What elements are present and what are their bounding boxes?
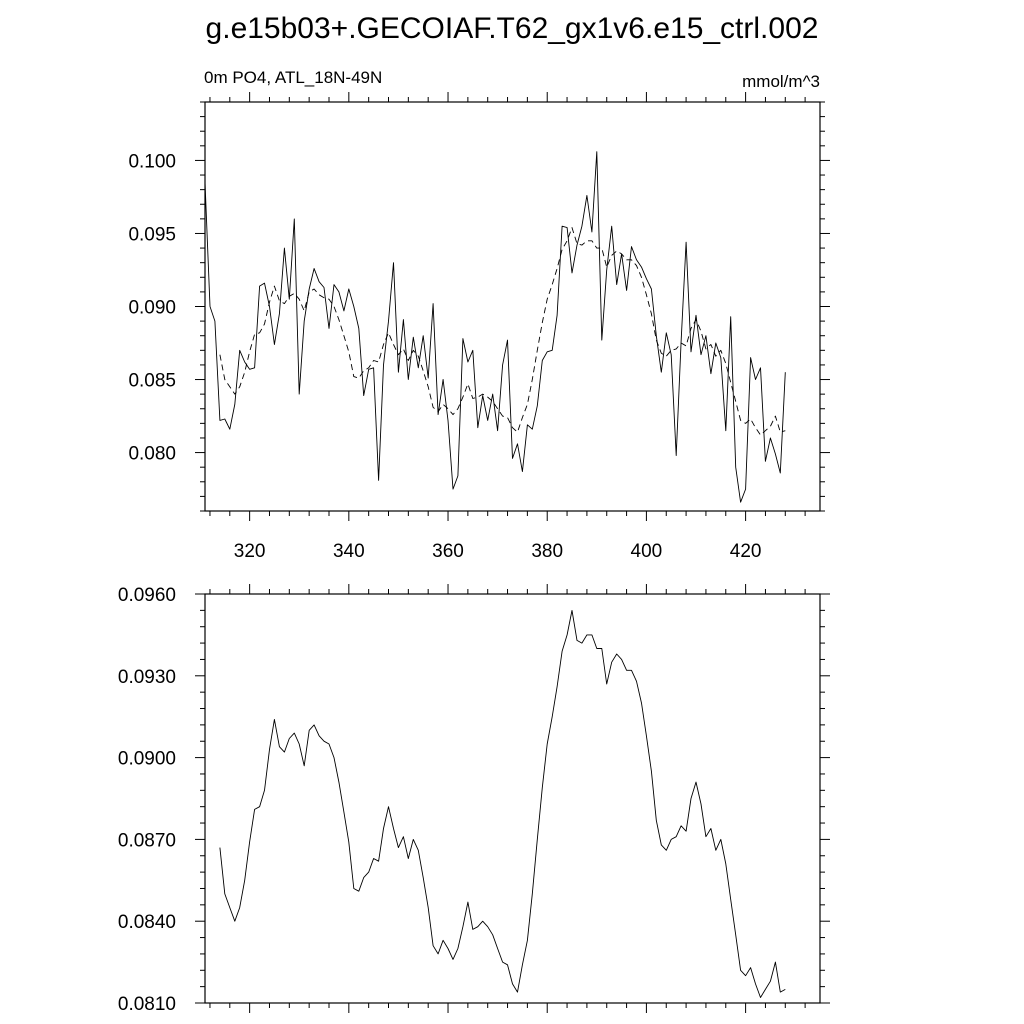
top-y-tick-label: 0.095 <box>128 224 176 245</box>
top-x-tick-label: 380 <box>531 541 563 562</box>
top-y-tick-label: 0.085 <box>128 371 176 392</box>
bottom-y-tick-label: 0.0840 <box>118 912 176 933</box>
top-x-tick-label: 420 <box>730 541 762 562</box>
top-y-tick-label: 0.100 <box>128 151 176 172</box>
top-x-tick-label: 400 <box>631 541 663 562</box>
bottom-y-tick-label: 0.0930 <box>118 667 176 688</box>
bottom-y-tick-label: 0.0810 <box>118 994 176 1015</box>
bottom-y-tick-label: 0.0960 <box>118 585 176 606</box>
bottom-chart-panel: 0.0810 0.0840 0.0870 0.0900 0.0930 0.0960 <box>118 584 830 1015</box>
top-x-tick-label: 320 <box>234 541 266 562</box>
top-x-tick-label: 360 <box>432 541 464 562</box>
bottom-y-tick-label: 0.0900 <box>118 749 176 770</box>
top-y-tick-label: 0.080 <box>128 444 176 465</box>
bottom-series-solid-line <box>219 609 786 998</box>
top-series-dashed-line <box>219 227 786 436</box>
page-title: g.e15b03+.GECOIAF.T62_gx1v6.e15_ctrl.002 <box>206 12 819 45</box>
top-y-tick-label: 0.090 <box>128 298 176 319</box>
top-chart-panel: 320 340 360 380 400 420 0.080 0.085 0.090 0.095 0.… <box>128 92 830 562</box>
top-series-solid-line <box>204 151 786 503</box>
top-chart-subtitle-left: 0m PO4, ATL_18N-49N <box>204 68 382 87</box>
bottom-y-tick-label: 0.0870 <box>118 830 176 851</box>
bottom-chart-frame <box>204 593 821 1004</box>
top-x-tick-label: 340 <box>333 541 365 562</box>
top-chart-subtitle-right: mmol/m^3 <box>742 72 820 91</box>
